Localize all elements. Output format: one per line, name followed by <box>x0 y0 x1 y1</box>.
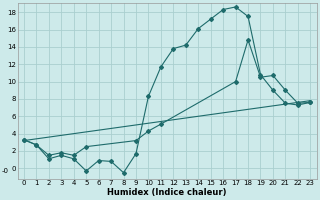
Text: -0: -0 <box>2 168 9 174</box>
X-axis label: Humidex (Indice chaleur): Humidex (Indice chaleur) <box>108 188 227 197</box>
